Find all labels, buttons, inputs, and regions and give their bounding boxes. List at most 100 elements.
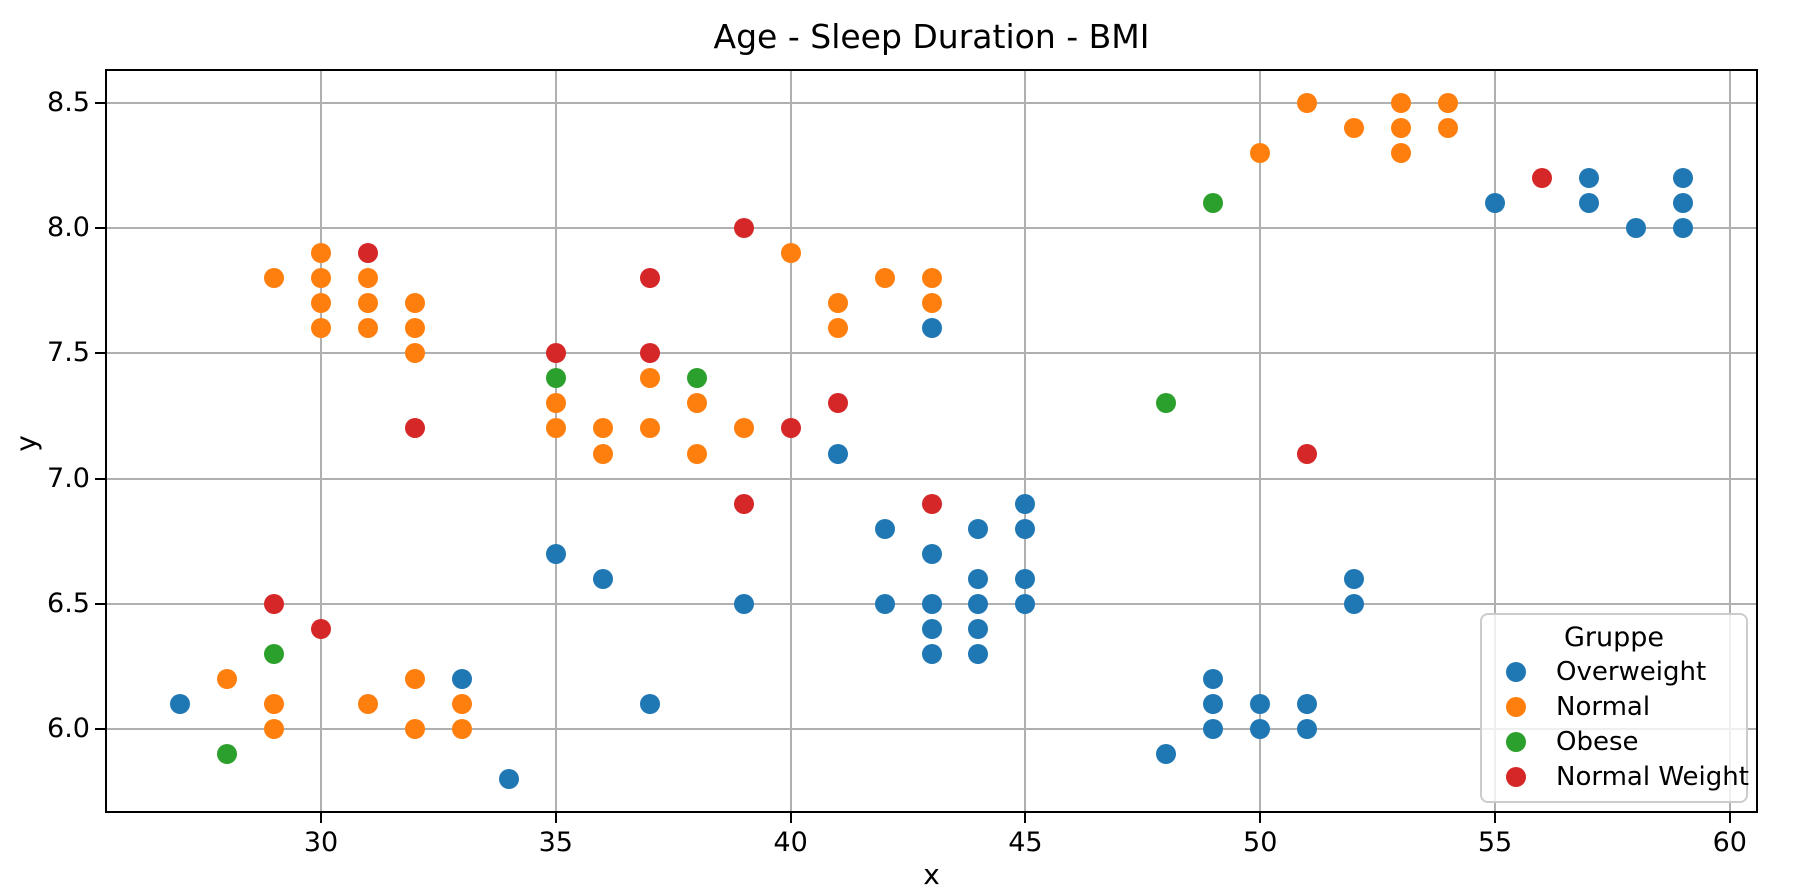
data-point-normal-weight [545, 343, 566, 364]
data-point-overweight [1578, 193, 1599, 214]
x-tick-mark [1494, 813, 1497, 823]
data-point-overweight [1156, 744, 1177, 765]
data-point-overweight [1250, 694, 1271, 715]
data-point-normal [1438, 117, 1459, 138]
data-point-overweight [498, 769, 519, 790]
y-tick-label: 8.5 [47, 86, 90, 118]
gridline [105, 227, 1758, 230]
y-tick-mark [95, 227, 105, 230]
y-tick-mark [95, 477, 105, 480]
data-point-normal [357, 293, 378, 314]
data-point-normal [592, 443, 613, 464]
legend-item-normal-weight: Normal Weight [1482, 759, 1749, 794]
data-point-normal [545, 393, 566, 414]
data-point-normal-weight [357, 243, 378, 264]
data-point-normal [404, 293, 425, 314]
gridline [1728, 69, 1731, 813]
data-point-overweight [1672, 218, 1693, 239]
data-point-normal [921, 293, 942, 314]
legend-label: Overweight [1556, 656, 1707, 687]
y-tick-label: 7.0 [47, 462, 90, 494]
data-point-overweight [1625, 218, 1646, 239]
y-tick-mark [95, 728, 105, 731]
gridline [1494, 69, 1497, 813]
gridline [789, 69, 792, 813]
data-point-normal [545, 418, 566, 439]
data-point-normal [404, 318, 425, 339]
data-point-overweight [1344, 593, 1365, 614]
y-tick-mark [95, 602, 105, 605]
data-point-overweight [1015, 568, 1036, 589]
data-point-normal-weight [1531, 167, 1552, 188]
data-point-overweight [1250, 719, 1271, 740]
data-point-normal [639, 368, 660, 389]
data-point-overweight [921, 618, 942, 639]
data-point-normal-weight [311, 618, 332, 639]
y-tick-label: 6.0 [47, 713, 90, 745]
data-point-normal [733, 418, 754, 439]
gridline [105, 101, 1758, 104]
data-point-normal-weight [921, 493, 942, 514]
x-tick-mark [789, 813, 792, 823]
legend-marker-icon [1506, 731, 1526, 752]
data-point-normal [264, 694, 285, 715]
data-point-overweight [827, 443, 848, 464]
data-point-obese [1203, 193, 1224, 214]
data-point-overweight [451, 668, 472, 689]
x-tick-label: 45 [1008, 827, 1043, 858]
data-point-overweight [968, 618, 989, 639]
data-point-overweight [921, 643, 942, 664]
data-point-overweight [1672, 167, 1693, 188]
data-point-normal-weight [733, 218, 754, 239]
x-tick-mark [320, 813, 323, 823]
data-point-overweight [921, 318, 942, 339]
data-point-obese [264, 643, 285, 664]
gridline [320, 69, 323, 813]
data-point-normal [404, 343, 425, 364]
data-point-normal [639, 418, 660, 439]
data-point-overweight [1015, 518, 1036, 539]
x-tick-label: 60 [1712, 827, 1747, 858]
data-point-normal [592, 418, 613, 439]
y-tick-mark [95, 101, 105, 104]
data-point-overweight [733, 593, 754, 614]
data-point-normal [357, 694, 378, 715]
y-tick-label: 8.0 [47, 212, 90, 244]
data-point-normal [1344, 117, 1365, 138]
data-point-normal [874, 268, 895, 289]
x-tick-mark [554, 813, 557, 823]
x-tick-label: 50 [1243, 827, 1278, 858]
data-point-overweight [1578, 167, 1599, 188]
data-point-overweight [968, 518, 989, 539]
data-point-overweight [1203, 668, 1224, 689]
data-point-normal [311, 318, 332, 339]
data-point-normal-weight [264, 593, 285, 614]
data-point-overweight [1297, 719, 1318, 740]
legend-item-normal: Normal [1482, 689, 1746, 724]
data-point-overweight [1015, 593, 1036, 614]
data-point-normal [217, 668, 238, 689]
data-point-normal [404, 668, 425, 689]
x-tick-label: 55 [1477, 827, 1513, 858]
x-tick-label: 40 [773, 827, 808, 858]
legend-items: Overweight Normal Obese Normal Weight [1482, 654, 1749, 794]
gridline [1024, 69, 1027, 813]
data-point-normal-weight [733, 493, 754, 514]
data-point-obese [217, 744, 238, 765]
x-tick-label: 35 [538, 827, 573, 858]
legend-item-overweight: Overweight [1482, 654, 1746, 689]
data-point-normal-weight [404, 418, 425, 439]
data-point-normal [1391, 117, 1412, 138]
data-point-normal-weight [639, 268, 660, 289]
legend-marker-icon [1506, 696, 1526, 717]
data-point-normal-weight [780, 418, 801, 439]
data-point-overweight [921, 543, 942, 564]
data-point-overweight [545, 543, 566, 564]
x-tick-mark [1024, 813, 1027, 823]
data-point-obese [686, 368, 707, 389]
data-point-normal [451, 694, 472, 715]
data-point-normal [827, 318, 848, 339]
data-point-normal-weight [639, 343, 660, 364]
x-tick-mark [1728, 813, 1731, 823]
